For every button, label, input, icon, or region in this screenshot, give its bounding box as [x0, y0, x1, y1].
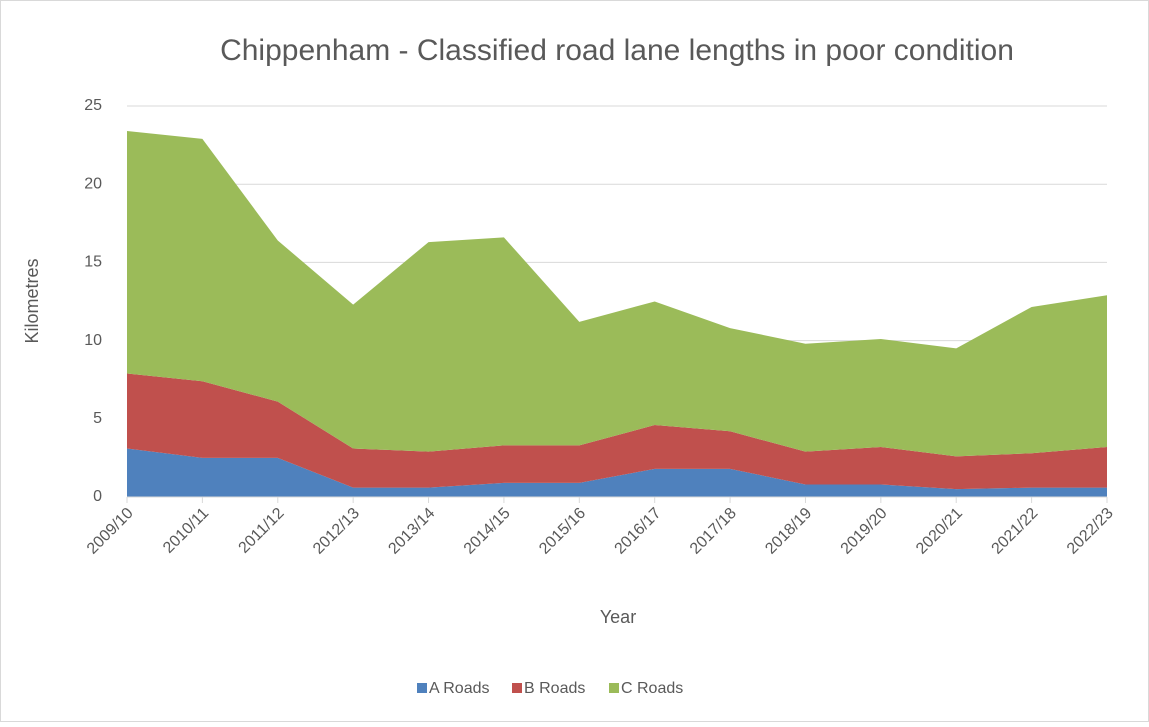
legend-swatch	[417, 683, 427, 693]
area	[127, 448, 1107, 497]
legend-label: C Roads	[621, 680, 683, 697]
legend-label: A Roads	[429, 680, 489, 697]
legend-label: B Roads	[524, 680, 585, 697]
y-tick-label: 0	[93, 488, 102, 505]
x-axis-label: Year	[600, 607, 636, 627]
legend-swatch	[609, 683, 619, 693]
y-tick-label: 25	[84, 97, 102, 114]
y-tick-label: 10	[84, 332, 102, 349]
y-tick-label: 5	[93, 410, 102, 427]
y-axis-label: Kilometres	[22, 258, 42, 343]
legend-swatch	[512, 683, 522, 693]
area	[127, 131, 1107, 457]
area	[127, 373, 1107, 490]
y-tick-label: 15	[84, 254, 102, 271]
chart-title: Chippenham - Classified road lane length…	[220, 34, 1014, 67]
y-tick-label: 20	[84, 175, 102, 192]
